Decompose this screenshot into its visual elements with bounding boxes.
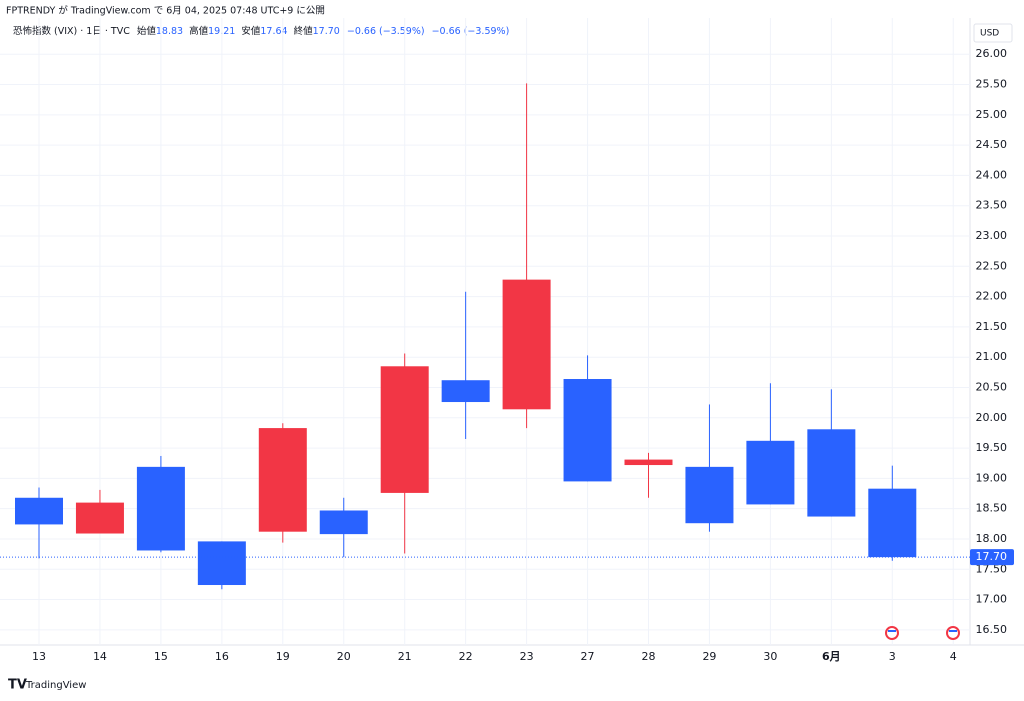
y-tick-label: 20.00: [976, 411, 1008, 424]
legend-value: 17.70: [313, 26, 340, 37]
candles: [15, 83, 917, 590]
legend-value: 18.83: [156, 26, 183, 37]
x-tick-label: 15: [154, 650, 168, 663]
candle-body: [75, 502, 124, 534]
x-tick-label: 29: [702, 650, 716, 663]
x-tick-label: 20: [337, 650, 351, 663]
x-tick-label: 21: [398, 650, 412, 663]
candle-body: [15, 497, 63, 525]
y-tick-label: 23.00: [976, 229, 1008, 242]
x-tick-label: 16: [215, 650, 229, 663]
y-tick-label: 16.50: [976, 623, 1008, 636]
candle-body: [685, 466, 734, 524]
legend-label: 高値: [189, 25, 209, 37]
y-tick-label: 19.50: [976, 441, 1008, 454]
y-tick-label: 21.50: [976, 320, 1008, 333]
y-tick-label: 20.50: [976, 380, 1008, 393]
legend-symbol: 恐怖指数 (VIX) · 1日 · TVC: [13, 25, 130, 37]
candle-body: [441, 380, 490, 403]
candle-body: [563, 379, 612, 482]
x-tick-label: 13: [32, 650, 46, 663]
candle-body: [258, 428, 307, 532]
y-tick-label: 23.50: [976, 199, 1008, 212]
candle-body: [136, 466, 185, 551]
candle-body: [746, 440, 795, 505]
y-tick-label: 26.00: [976, 47, 1008, 60]
flag[interactable]: [946, 626, 960, 640]
x-tick-label: 30: [763, 650, 777, 663]
x-tick-label: 6月: [822, 650, 841, 663]
y-tick-label: 25.50: [976, 78, 1008, 91]
candle-body: [868, 488, 917, 558]
candle-body: [807, 429, 856, 517]
candle-body: [502, 279, 551, 410]
last-price-label: 17.70: [976, 550, 1008, 563]
x-tick-label: 3: [889, 650, 896, 663]
legend-label: 始値: [137, 25, 157, 37]
x-tick-label: 4: [950, 650, 957, 663]
currency-box[interactable]: [973, 23, 1013, 43]
x-tick-label: 22: [459, 650, 473, 663]
candle-body: [380, 366, 429, 493]
flag[interactable]: [885, 626, 899, 640]
y-tick-label: 25.00: [976, 108, 1008, 121]
legend-change: −0.66 (−3.59%): [347, 26, 425, 37]
y-tick-label: 18.50: [976, 502, 1008, 515]
candle-body: [197, 541, 246, 586]
candle-body: [319, 510, 368, 535]
currency: USD: [980, 29, 999, 39]
legend: 恐怖指数 (VIX) · 1日 · TVC 始値18.83 高値19.21 安値…: [13, 25, 509, 37]
last-price-badge: [970, 549, 1014, 566]
x-tick-label: 27: [581, 650, 595, 663]
y-tick-label: 19.00: [976, 471, 1008, 484]
legend-label: 安値: [241, 25, 261, 37]
y-tick-label: 24.50: [976, 138, 1008, 151]
x-tick-label: 23: [520, 650, 534, 663]
y-tick-label: 17.50: [976, 562, 1008, 575]
footer-brand: TradingView: [25, 680, 86, 691]
candle-body: [624, 459, 673, 466]
header-title: FPTRENDY が TradingView.com で 6月 04, 2025…: [6, 5, 325, 17]
y-tick-label: 18.00: [976, 532, 1008, 545]
legend-change: −0.66 (−3.59%): [432, 26, 510, 37]
logo: 𝗧𝗩: [8, 678, 27, 693]
x-tick-label: 28: [642, 650, 656, 663]
y-tick-label: 24.00: [976, 168, 1008, 181]
y-tick-label: 17.00: [976, 593, 1008, 606]
y-tick-label: 21.00: [976, 350, 1008, 363]
legend-value: 17.64: [260, 26, 287, 37]
y-tick-label: 22.50: [976, 259, 1008, 272]
x-tick-label: 19: [276, 650, 290, 663]
y-tick-label: 22.00: [976, 290, 1008, 303]
legend-label: 終値: [294, 25, 314, 37]
x-tick-label: 14: [93, 650, 107, 663]
